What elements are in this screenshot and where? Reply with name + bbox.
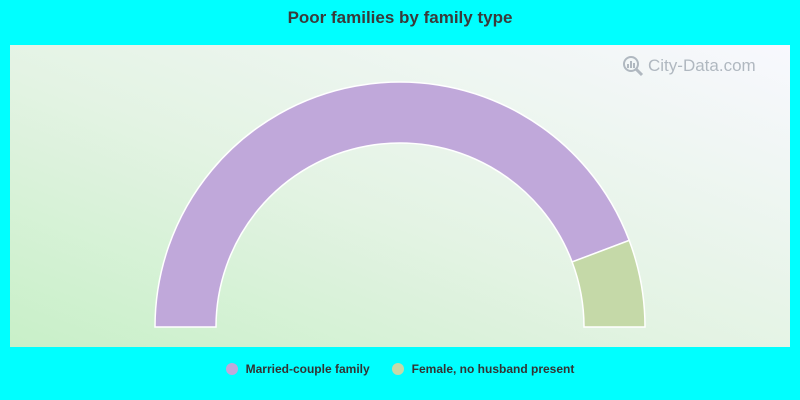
slice-married-couple[interactable] bbox=[154, 81, 631, 328]
legend-label-female-householder: Female, no husband present bbox=[411, 362, 575, 376]
watermark: City-Data.com bbox=[622, 55, 756, 77]
legend-item-female-householder: Female, no husband present bbox=[391, 362, 575, 376]
watermark-text: City-Data.com bbox=[648, 56, 756, 75]
slice-female-householder[interactable] bbox=[571, 239, 646, 328]
legend-swatch-married-couple bbox=[225, 363, 238, 375]
legend-swatch-female-householder bbox=[391, 363, 404, 375]
legend-label-married-couple: Married-couple family bbox=[245, 362, 370, 376]
magnifier-chart-icon bbox=[622, 55, 644, 77]
legend-item-married-couple: Married-couple family bbox=[225, 362, 370, 376]
chart-title: Poor families by family type bbox=[287, 8, 513, 27]
legend: Married-couple family Female, no husband… bbox=[0, 362, 800, 376]
